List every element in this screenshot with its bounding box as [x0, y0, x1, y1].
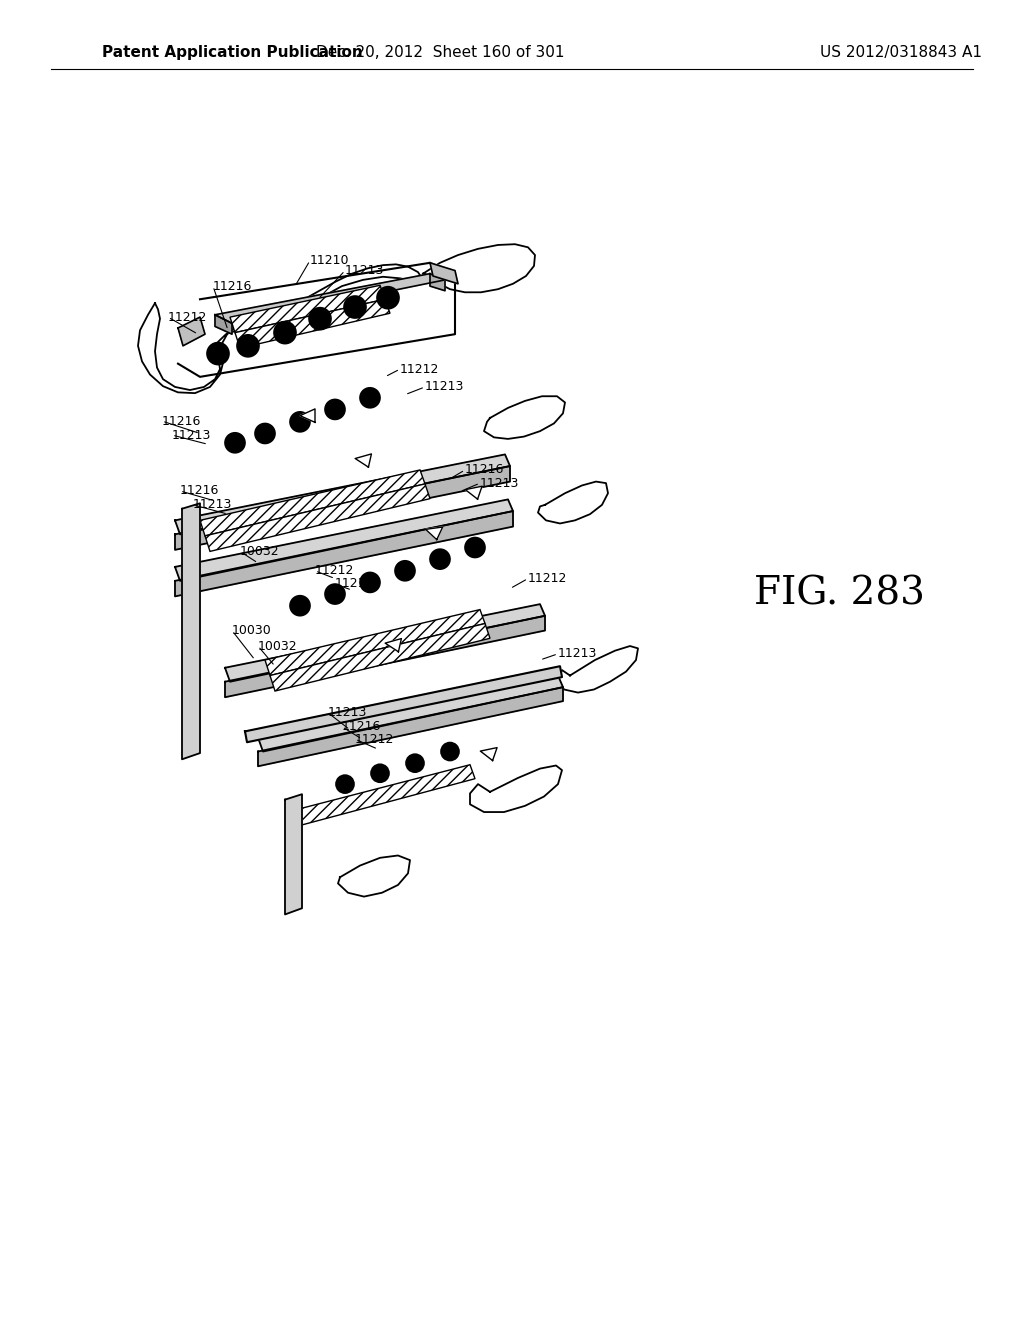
Text: 11213: 11213: [425, 380, 464, 393]
Polygon shape: [138, 264, 423, 393]
Circle shape: [309, 308, 331, 330]
Polygon shape: [234, 300, 390, 348]
Circle shape: [325, 400, 345, 420]
Text: 11213: 11213: [480, 477, 519, 490]
Text: 11213: 11213: [328, 706, 368, 719]
Polygon shape: [558, 645, 638, 693]
Polygon shape: [225, 616, 545, 697]
Circle shape: [395, 561, 415, 581]
Polygon shape: [215, 273, 445, 323]
Polygon shape: [470, 766, 562, 812]
Text: 11212: 11212: [400, 363, 439, 376]
Polygon shape: [484, 396, 565, 440]
Text: 11216: 11216: [342, 721, 381, 733]
Polygon shape: [258, 676, 563, 751]
Polygon shape: [245, 667, 562, 742]
Polygon shape: [175, 454, 510, 535]
Text: 11216: 11216: [213, 280, 252, 293]
Circle shape: [360, 573, 380, 593]
Circle shape: [207, 343, 229, 364]
Text: Dec. 20, 2012  Sheet 160 of 301: Dec. 20, 2012 Sheet 160 of 301: [316, 45, 564, 61]
Polygon shape: [175, 499, 513, 581]
Polygon shape: [465, 486, 482, 499]
Polygon shape: [230, 285, 385, 333]
Polygon shape: [178, 317, 205, 346]
Text: 11213: 11213: [193, 499, 232, 511]
Polygon shape: [225, 605, 545, 681]
Polygon shape: [385, 639, 401, 652]
Text: Patent Application Publication: Patent Application Publication: [102, 45, 364, 61]
Polygon shape: [265, 610, 485, 676]
Text: 11216: 11216: [180, 484, 219, 498]
Circle shape: [274, 322, 296, 343]
Text: US 2012/0318843 A1: US 2012/0318843 A1: [820, 45, 982, 61]
Circle shape: [430, 549, 450, 569]
Text: 11210: 11210: [310, 253, 349, 267]
Text: 11216: 11216: [162, 414, 202, 428]
Text: 11213: 11213: [345, 264, 384, 277]
Circle shape: [225, 433, 245, 453]
Circle shape: [441, 743, 459, 760]
Circle shape: [255, 424, 275, 444]
Polygon shape: [430, 263, 458, 284]
Circle shape: [406, 754, 424, 772]
Polygon shape: [300, 409, 315, 422]
Circle shape: [465, 537, 485, 557]
Text: 11213: 11213: [335, 577, 375, 590]
Polygon shape: [338, 855, 410, 896]
Text: 11213: 11213: [172, 429, 211, 441]
Circle shape: [290, 595, 310, 615]
Text: 10030: 10030: [232, 624, 271, 638]
Polygon shape: [200, 470, 425, 536]
Polygon shape: [285, 795, 302, 915]
Circle shape: [237, 335, 259, 356]
Circle shape: [344, 296, 366, 318]
Text: 11212: 11212: [355, 733, 394, 746]
Polygon shape: [215, 314, 232, 334]
Polygon shape: [205, 484, 430, 552]
Text: 11212: 11212: [168, 310, 208, 323]
Text: FIG. 283: FIG. 283: [755, 576, 925, 612]
Polygon shape: [290, 764, 475, 826]
Polygon shape: [270, 623, 490, 692]
Circle shape: [336, 775, 354, 793]
Text: 10032: 10032: [240, 545, 280, 558]
Polygon shape: [182, 503, 200, 759]
Polygon shape: [423, 244, 535, 292]
Polygon shape: [538, 482, 608, 524]
Circle shape: [371, 764, 389, 783]
Circle shape: [360, 388, 380, 408]
Polygon shape: [258, 688, 563, 767]
Polygon shape: [175, 466, 510, 550]
Text: 10032: 10032: [258, 639, 298, 652]
Polygon shape: [480, 747, 497, 760]
Text: 11213: 11213: [558, 647, 597, 660]
Polygon shape: [175, 511, 513, 597]
Circle shape: [325, 583, 345, 605]
Polygon shape: [430, 273, 445, 290]
Circle shape: [290, 412, 310, 432]
Text: 11212: 11212: [315, 564, 354, 577]
Circle shape: [377, 286, 399, 309]
Polygon shape: [426, 527, 442, 540]
Polygon shape: [355, 454, 372, 467]
Text: 11212: 11212: [528, 572, 567, 585]
Text: 11216: 11216: [465, 463, 505, 477]
